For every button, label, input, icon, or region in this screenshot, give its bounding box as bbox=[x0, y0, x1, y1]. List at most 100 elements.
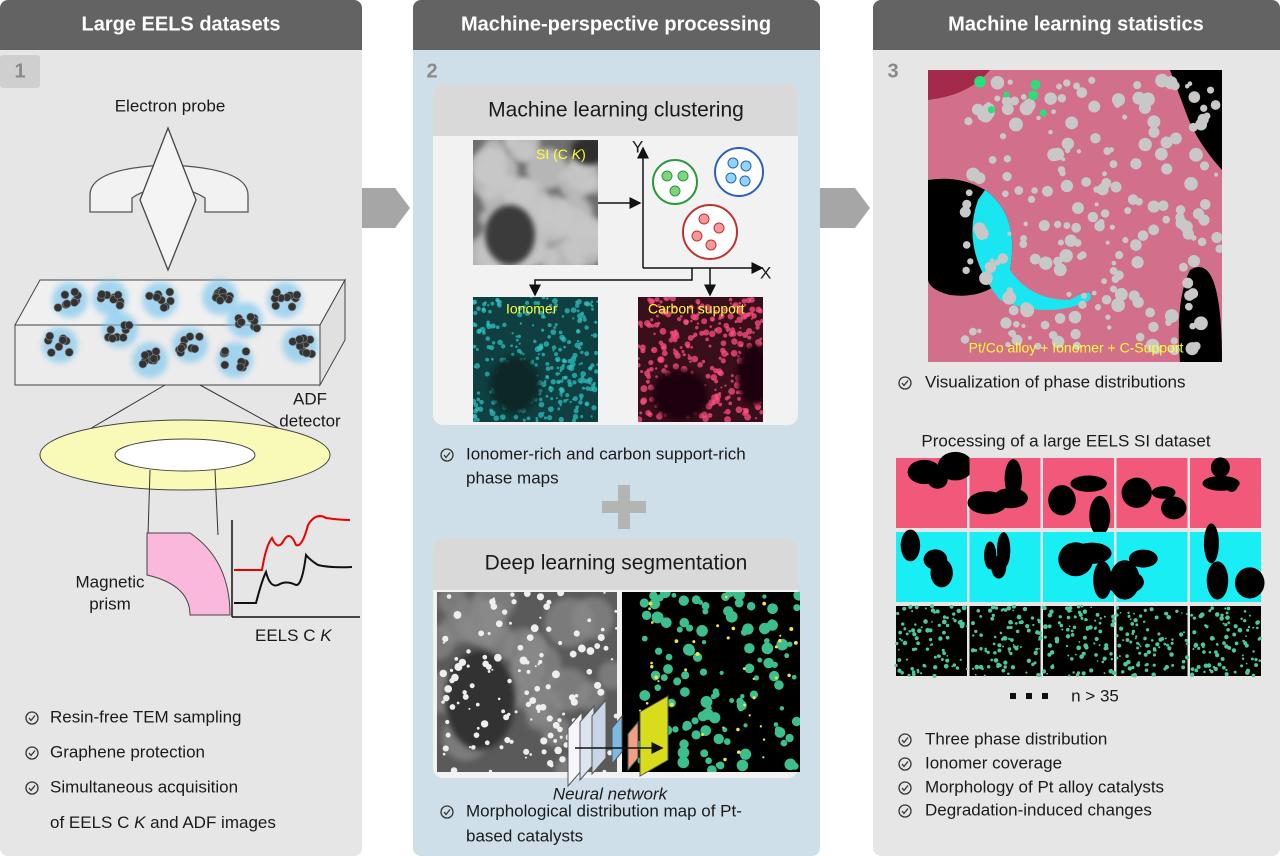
tile-dot bbox=[933, 655, 937, 659]
texture bbox=[645, 701, 649, 705]
texture bbox=[728, 387, 736, 395]
texture bbox=[754, 320, 761, 327]
label: prism bbox=[89, 594, 131, 613]
tile-dot bbox=[1093, 626, 1097, 630]
texture bbox=[538, 411, 544, 418]
tile-dot bbox=[1190, 613, 1194, 617]
tile-dot bbox=[1171, 663, 1175, 667]
texture bbox=[708, 309, 712, 313]
texture bbox=[555, 397, 558, 400]
texture bbox=[729, 302, 732, 305]
texture bbox=[728, 331, 734, 337]
tile-dot bbox=[1170, 641, 1174, 645]
texture bbox=[503, 714, 510, 721]
texture bbox=[515, 335, 518, 338]
bullet-text: Morphological distribution map of Pt- bbox=[466, 801, 742, 820]
texture bbox=[707, 413, 713, 418]
texture bbox=[734, 320, 738, 324]
texture bbox=[1006, 287, 1014, 294]
texture bbox=[639, 709, 642, 712]
texture bbox=[748, 297, 755, 303]
texture bbox=[547, 732, 554, 739]
card-title: Deep learning segmentation bbox=[485, 552, 748, 575]
tile-dot bbox=[1073, 615, 1077, 619]
texture bbox=[650, 661, 653, 665]
texture bbox=[768, 670, 780, 682]
texture bbox=[676, 316, 682, 322]
texture bbox=[715, 326, 723, 334]
tile-region bbox=[937, 451, 974, 481]
particle bbox=[60, 290, 70, 300]
texture bbox=[692, 314, 699, 321]
texture bbox=[731, 626, 736, 631]
texture bbox=[1122, 236, 1129, 244]
check-circle bbox=[25, 711, 39, 725]
check-icon bbox=[898, 733, 912, 747]
check-mark bbox=[28, 715, 36, 722]
texture bbox=[994, 95, 1001, 102]
texture bbox=[701, 318, 708, 325]
texture bbox=[664, 297, 667, 301]
texture bbox=[1081, 292, 1087, 299]
texture bbox=[779, 634, 782, 637]
probe bbox=[139, 126, 197, 272]
texture bbox=[720, 358, 726, 364]
tile-dot bbox=[953, 618, 957, 623]
texture bbox=[553, 739, 558, 743]
tile-dot bbox=[1146, 644, 1150, 647]
tile-dot bbox=[974, 648, 978, 652]
texture bbox=[535, 686, 540, 690]
texture bbox=[591, 386, 598, 393]
texture bbox=[541, 749, 547, 755]
tile-dot bbox=[1042, 669, 1047, 674]
texture bbox=[762, 738, 766, 741]
texture bbox=[530, 624, 539, 633]
texture bbox=[510, 592, 515, 597]
texture bbox=[1135, 332, 1145, 342]
texture bbox=[669, 702, 674, 707]
texture bbox=[568, 694, 576, 701]
texture bbox=[514, 710, 518, 714]
texture bbox=[659, 307, 667, 315]
texture bbox=[473, 163, 508, 200]
texture bbox=[563, 345, 566, 349]
tile-dot bbox=[1254, 657, 1258, 662]
tile-dot bbox=[1154, 649, 1157, 652]
tile-dot bbox=[1181, 665, 1186, 670]
texture bbox=[587, 377, 593, 383]
texture bbox=[485, 357, 490, 362]
texture bbox=[578, 341, 584, 346]
texture bbox=[536, 593, 545, 601]
texture bbox=[534, 665, 537, 668]
tile-dot bbox=[916, 641, 920, 646]
texture bbox=[582, 315, 586, 319]
tile-dot bbox=[1083, 643, 1088, 649]
texture bbox=[570, 140, 598, 165]
texture bbox=[773, 722, 779, 727]
check-circle bbox=[898, 733, 912, 747]
texture bbox=[585, 386, 590, 391]
tile-dot bbox=[1065, 634, 1071, 639]
texture bbox=[664, 364, 668, 368]
texture bbox=[1020, 94, 1027, 100]
texture bbox=[583, 387, 586, 390]
tile-dot bbox=[1098, 629, 1103, 634]
texture bbox=[1020, 234, 1028, 242]
tile-dot bbox=[1038, 635, 1043, 640]
texture bbox=[997, 253, 1009, 264]
tile-dot bbox=[908, 604, 913, 609]
tile-dot bbox=[1032, 623, 1035, 627]
texture bbox=[1054, 313, 1066, 324]
texture bbox=[547, 334, 552, 339]
texture bbox=[584, 325, 589, 330]
tile-dot bbox=[1233, 670, 1237, 674]
texture bbox=[979, 271, 993, 286]
tile-dot bbox=[1076, 605, 1081, 609]
texture bbox=[496, 302, 501, 306]
tile-dot bbox=[910, 667, 914, 671]
texture bbox=[660, 674, 668, 682]
texture bbox=[749, 306, 756, 313]
texture bbox=[679, 617, 690, 628]
texture bbox=[1059, 169, 1066, 177]
texture bbox=[1002, 190, 1009, 198]
